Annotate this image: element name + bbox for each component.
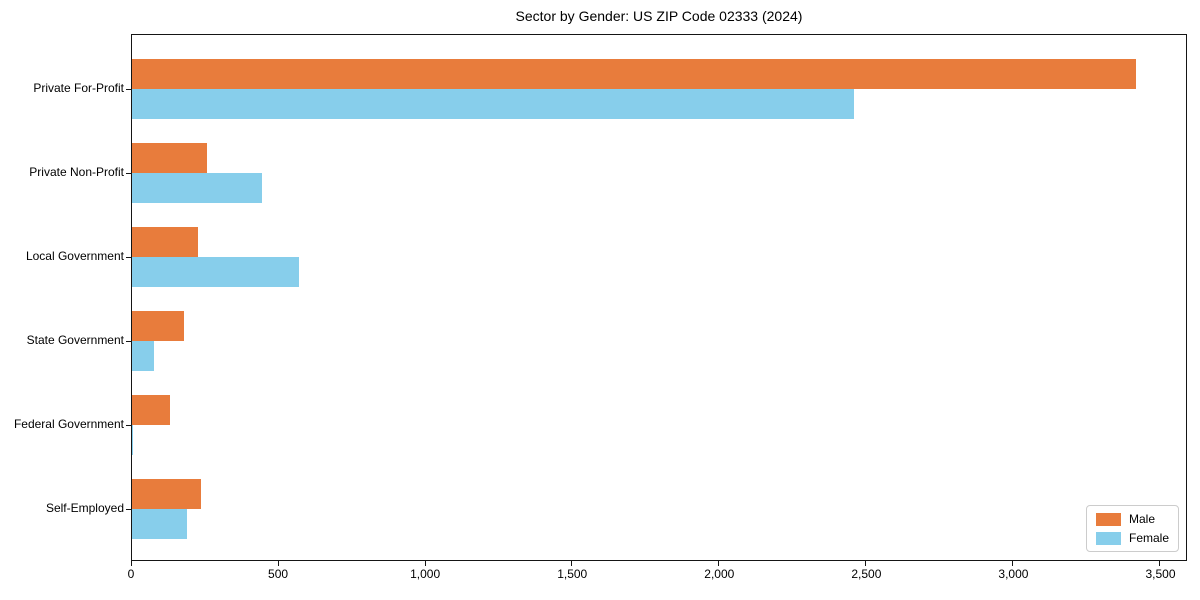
legend-entry-male: Male	[1095, 512, 1169, 526]
y-axis-category-label: State Government	[26, 333, 124, 347]
bar-male-private-for-profit	[132, 59, 1137, 89]
legend-label-female: Female	[1128, 531, 1169, 545]
x-axis-tick-label: 1,000	[410, 567, 441, 581]
legend-swatch-male-icon	[1095, 512, 1121, 526]
x-axis-tick-label: 2,500	[851, 567, 882, 581]
x-tick-2500	[864, 561, 866, 566]
bar-female-state-government	[132, 341, 155, 371]
y-tick-state-government	[126, 341, 131, 342]
bar-female-federal-government	[132, 425, 134, 455]
x-tick-1500	[571, 561, 573, 566]
bar-male-private-non-profit	[132, 143, 208, 173]
y-tick-local-government	[126, 257, 131, 258]
y-axis-category-label: Local Government	[25, 249, 124, 263]
legend-entry-female: Female	[1095, 531, 1169, 545]
bar-male-local-government	[132, 227, 199, 257]
x-axis-tick-label: 2,000	[704, 567, 735, 581]
y-axis-labels: Private For-Profit Private Non-Profit Loca…	[0, 34, 124, 561]
y-tick-private-non-profit	[126, 173, 131, 174]
x-tick-3000	[1011, 561, 1013, 566]
bar-female-local-government	[132, 257, 300, 287]
legend: Male Female	[1085, 505, 1179, 552]
x-tick-500	[277, 561, 279, 566]
legend-swatch-female-icon	[1095, 531, 1121, 545]
bar-male-self-employed	[132, 479, 201, 509]
x-axis-tick-label: 3,000	[998, 567, 1029, 581]
y-tick-federal-government	[126, 425, 131, 426]
x-tick-2000	[718, 561, 720, 566]
y-axis-category-label: Self-Employed	[45, 501, 124, 515]
bar-male-state-government	[132, 311, 185, 341]
plot-area: Male Female	[126, 34, 1187, 566]
y-tick-private-for-profit	[126, 89, 131, 90]
bar-female-private-non-profit	[132, 173, 263, 203]
y-axis-category-label: Federal Government	[13, 417, 124, 431]
y-tick-self-employed	[126, 509, 131, 510]
x-axis-tick-label: 500	[268, 567, 289, 581]
y-axis-category-label: Private Non-Profit	[29, 165, 124, 179]
x-tick-1000	[424, 561, 426, 566]
x-tick-3500	[1158, 561, 1160, 566]
chart-title: Sector by Gender: US ZIP Code 02333 (202…	[515, 8, 803, 24]
x-axis-labels: 0 500 1,000 1,500 2,000 2,500 3,000 3,500	[128, 567, 1187, 585]
bar-male-federal-government	[132, 395, 171, 425]
legend-label-male: Male	[1128, 512, 1155, 526]
y-axis-category-label: Private For-Profit	[33, 81, 124, 95]
bar-female-self-employed	[132, 509, 187, 539]
x-axis-tick-label: 1,500	[557, 567, 588, 581]
x-tick-0	[131, 561, 132, 566]
x-axis-tick-label: 3,500	[1145, 567, 1176, 581]
x-axis-tick-label: 0	[127, 567, 135, 581]
bar-female-private-for-profit	[132, 89, 855, 119]
